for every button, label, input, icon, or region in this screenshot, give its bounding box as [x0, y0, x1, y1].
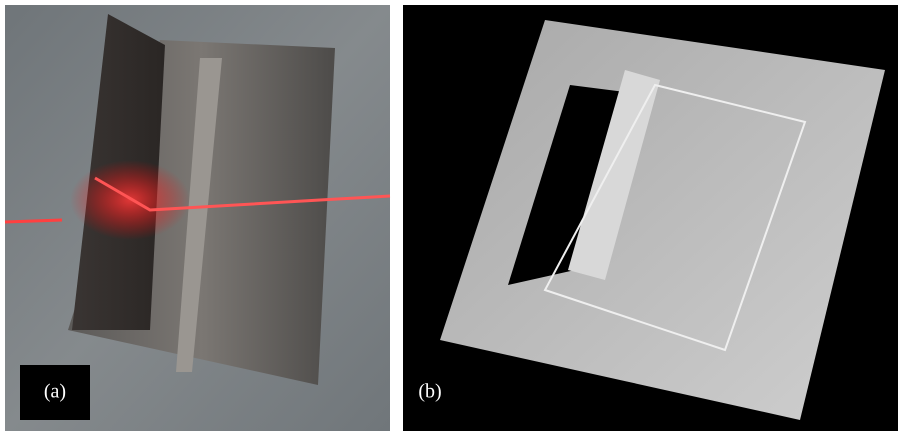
panel-label: (a) [44, 381, 66, 403]
page: {"panels": [{"label": "(a)"}, {"label": … [0, 0, 903, 436]
photo-panel-a: (a) [5, 5, 390, 431]
point-cloud-panel-b: (b) [403, 5, 898, 431]
panel-label: (b) [418, 381, 441, 403]
figure: (a) (b) [0, 0, 903, 436]
laser-line [5, 220, 62, 222]
